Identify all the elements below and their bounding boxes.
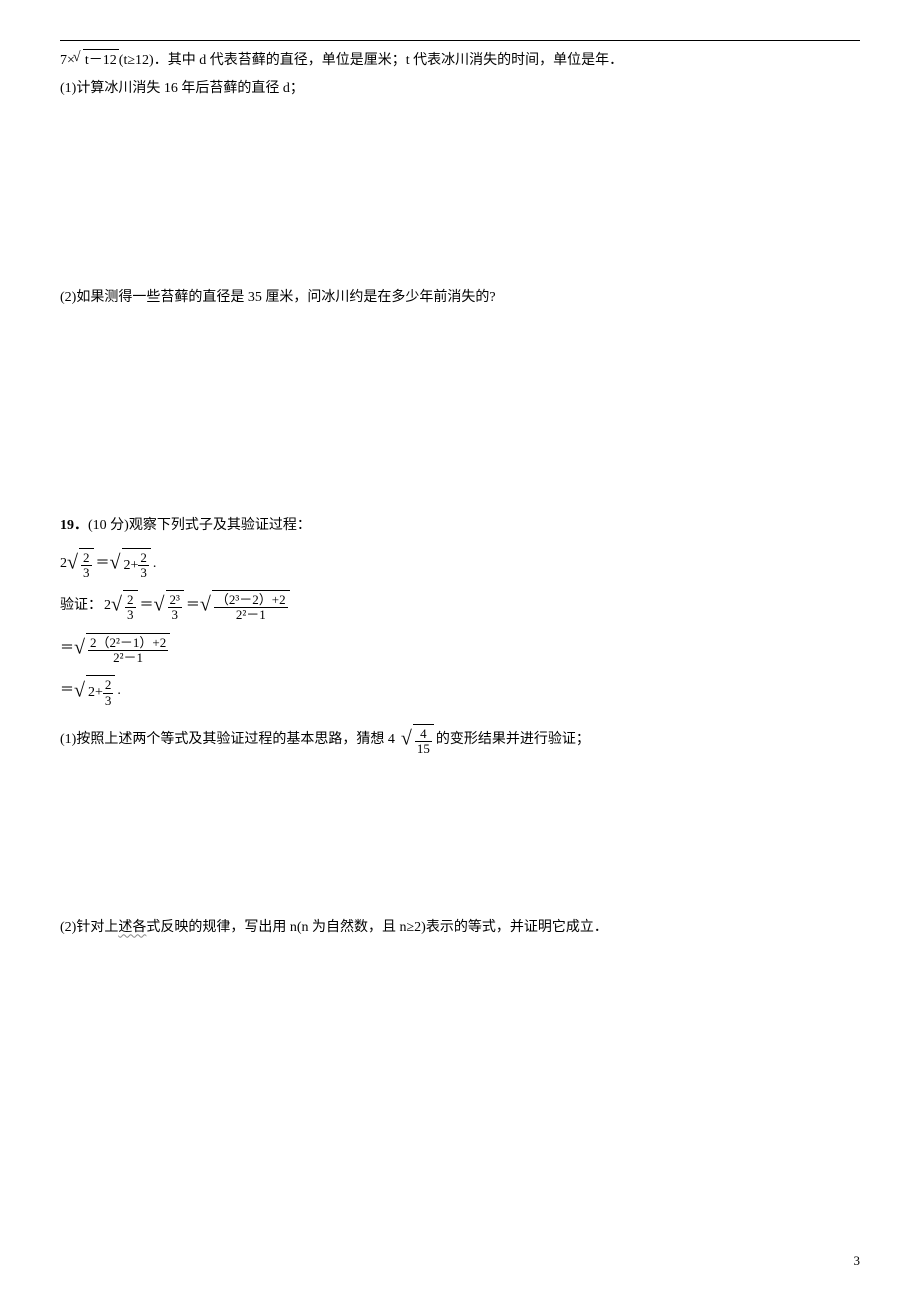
formula-suffix: (t≥12)．其中 d 代表苔藓的直径，单位是厘米；t 代表冰川消失的时间，单位… [119, 53, 623, 68]
frac-2-3: 2 3 [81, 551, 92, 581]
sqrt-v2: 2（2²－1）+2 2²－1 [76, 633, 170, 666]
frac-r: 2 3 [138, 551, 149, 581]
q19-title: (10 分)观察下列式子及其验证过程： [88, 518, 311, 533]
eq-line-1: 2 2 3 ＝ 2+ 2 3 . [60, 548, 860, 581]
sqrt-2plus: 2+ 2 3 [112, 548, 151, 581]
q19-1: (1)按照上述两个等式及其验证过程的基本思路，猜想 4 4 15 的变形结果并进… [60, 724, 860, 757]
formula-line: 7×t－12(t≥12)．其中 d 代表苔藓的直径，单位是厘米；t 代表冰川消失… [60, 49, 860, 72]
verify-line-1: 验证： 2 2 3 ＝ 2³ 3 ＝ （2³－2）+2 [60, 590, 860, 623]
top-rule [60, 40, 860, 41]
q19-1b: 的变形结果并进行验证； [436, 729, 590, 751]
sqrt-v1a: 2 3 [113, 590, 138, 623]
q19-num: 19． [60, 518, 88, 533]
sqrt-v1b: 2³ 3 [156, 590, 184, 623]
page-number: 3 [854, 1251, 861, 1272]
q19-heading: 19．(10 分)观察下列式子及其验证过程： [60, 515, 860, 537]
verify-label: 验证： [60, 595, 102, 617]
sqrt-t-12: t－12 [75, 49, 119, 72]
sqrt-v1c: （2³－2）+2 2²－1 [202, 590, 290, 623]
q19-1a: (1)按照上述两个等式及其验证过程的基本思路，猜想 4 [60, 729, 395, 751]
equals: ＝ [96, 553, 110, 575]
coef-2: 2 [60, 553, 67, 575]
verify-line-3: ＝ 2+ 2 3 . [60, 675, 860, 708]
q18-1: (1)计算冰川消失 16 年后苔藓的直径 d； [60, 78, 860, 100]
q18-2: (2)如果测得一些苔藓的直径是 35 厘米，问冰川约是在多少年前消失的? [60, 287, 860, 309]
sqrt-4-15: 4 15 [403, 724, 434, 757]
sqrt-2-3: 2 3 [69, 548, 94, 581]
q19-2: (2)针对上述各式反映的规律，写出用 n(n 为自然数，且 n≥2)表示的等式，… [60, 917, 860, 939]
verify-line-2: ＝ 2（2²－1）+2 2²－1 [60, 633, 860, 666]
sqrt-v3: 2+ 2 3 [76, 675, 115, 708]
